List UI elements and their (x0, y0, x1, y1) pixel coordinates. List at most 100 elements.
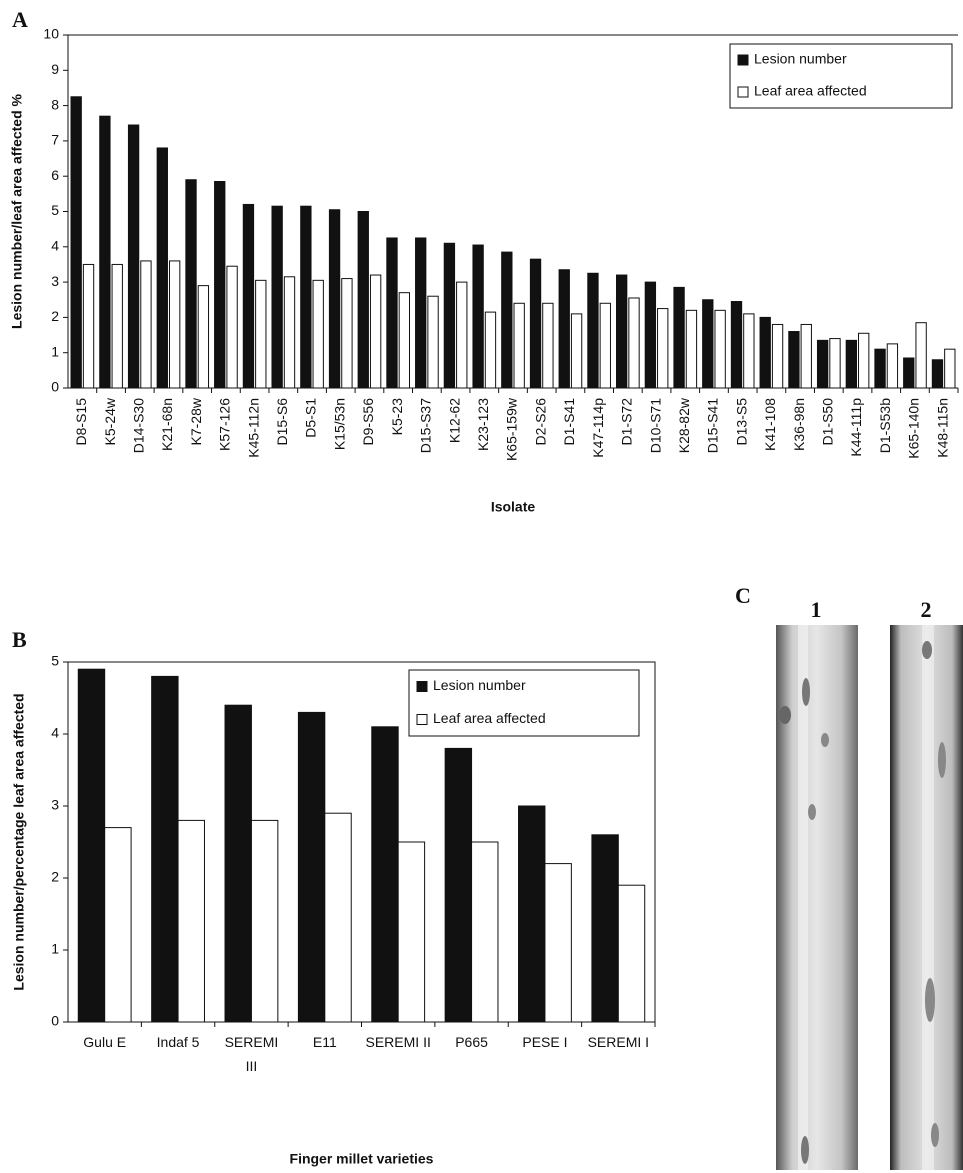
bar (104, 827, 132, 1023)
bar (615, 274, 628, 389)
x-tick-label: SEREMI I (587, 1034, 650, 1050)
bar (297, 711, 326, 1023)
bar (185, 179, 197, 389)
x-tick-label: K7-28w (188, 397, 204, 445)
x-tick-label: K21-68n (159, 398, 175, 451)
x-tick-label: D15-S41 (705, 398, 721, 453)
x-tick-label: D1-S41 (561, 398, 577, 446)
y-axis-title: Lesion number/percentage leaf area affec… (11, 693, 27, 990)
bar (617, 884, 646, 1023)
y-tick-label: 4 (51, 238, 59, 254)
x-tick-label: K47-114p (590, 398, 606, 458)
x-tick-label: K48-115n (934, 398, 950, 458)
y-tick-label: 1 (51, 941, 59, 957)
x-tick-label: D15-S37 (418, 398, 434, 453)
x-tick-label: K23-123 (475, 398, 491, 451)
legend-box (408, 669, 640, 737)
legend-label: Leaf area affected (433, 710, 546, 726)
bar (456, 281, 468, 389)
y-tick-label: 9 (51, 61, 59, 77)
bar (743, 313, 755, 389)
x-tick-label: E11 (312, 1034, 337, 1050)
bar (501, 251, 513, 389)
legend-swatch (416, 681, 428, 692)
photo-label: 1 (811, 597, 822, 622)
y-tick-label: 2 (51, 308, 59, 324)
x-tick-label: D1-S50 (820, 398, 836, 446)
bar (341, 278, 353, 389)
y-tick-label: 3 (51, 797, 59, 813)
y-tick-label: 3 (51, 273, 59, 289)
panel-label: B (12, 627, 27, 652)
bar (224, 704, 252, 1023)
bar (443, 242, 456, 389)
x-tick-label: K65-140n (906, 398, 922, 459)
x-tick-label: D15-S6 (274, 398, 290, 446)
bar (250, 819, 279, 1023)
y-tick-label: 4 (51, 725, 59, 741)
y-tick-label: 5 (51, 202, 59, 218)
panel-label: C (735, 583, 751, 608)
y-tick-label: 10 (43, 26, 59, 42)
bar (771, 323, 784, 389)
x-tick-label: SEREMI III (224, 1034, 279, 1074)
bar (151, 675, 179, 1023)
bar (471, 841, 499, 1023)
x-tick-label: D9-S56 (360, 398, 376, 446)
bar (255, 279, 267, 389)
bar (931, 359, 944, 389)
bar (529, 258, 542, 389)
bar (214, 180, 226, 389)
x-tick-label: K65-159w (504, 397, 520, 461)
panel-label: A (12, 7, 28, 32)
legend-swatch (737, 54, 749, 66)
bar (513, 302, 525, 389)
bar (915, 322, 927, 389)
bar (542, 302, 554, 389)
bar (427, 295, 439, 389)
bar (800, 323, 812, 389)
x-tick-label: D5-S1 (303, 398, 319, 438)
bar (398, 292, 411, 389)
bar (300, 205, 312, 389)
y-tick-label: 8 (51, 96, 59, 112)
legend-label: Lesion number (433, 677, 526, 693)
bar (271, 205, 283, 389)
bar (397, 841, 426, 1023)
x-tick-label: K36-98n (791, 398, 807, 451)
y-tick-label: 0 (51, 1013, 59, 1029)
legend-label: Leaf area affected (754, 83, 867, 99)
y-tick-label: 0 (51, 379, 59, 395)
bar (903, 357, 915, 389)
bar (673, 286, 685, 389)
bar (570, 313, 583, 389)
x-tick-label: K28-82w (676, 397, 692, 453)
bar (845, 339, 858, 389)
y-tick-label: 5 (51, 653, 59, 669)
legend-label: Lesion number (754, 51, 847, 67)
x-tick-label: K57-126 (217, 398, 233, 451)
bar (544, 863, 572, 1023)
bar (599, 302, 611, 389)
bar (386, 237, 398, 389)
bar (312, 279, 324, 389)
bar (788, 331, 800, 389)
x-tick-label: K12-62 (446, 398, 462, 443)
bar (886, 343, 899, 389)
x-tick-label: K45-112n (245, 398, 261, 458)
x-tick-label: K5-24w (102, 397, 118, 445)
bar (371, 726, 399, 1023)
photo-label: 2 (921, 597, 932, 622)
y-tick-label: 6 (51, 167, 59, 183)
bar (944, 348, 956, 389)
bar (714, 309, 726, 389)
y-tick-label: 2 (51, 869, 59, 885)
bar (829, 338, 841, 389)
bar (70, 96, 82, 389)
bar (415, 237, 427, 389)
bar (369, 274, 382, 389)
bar (177, 819, 205, 1023)
x-tick-label: D1-S53b (877, 398, 893, 453)
